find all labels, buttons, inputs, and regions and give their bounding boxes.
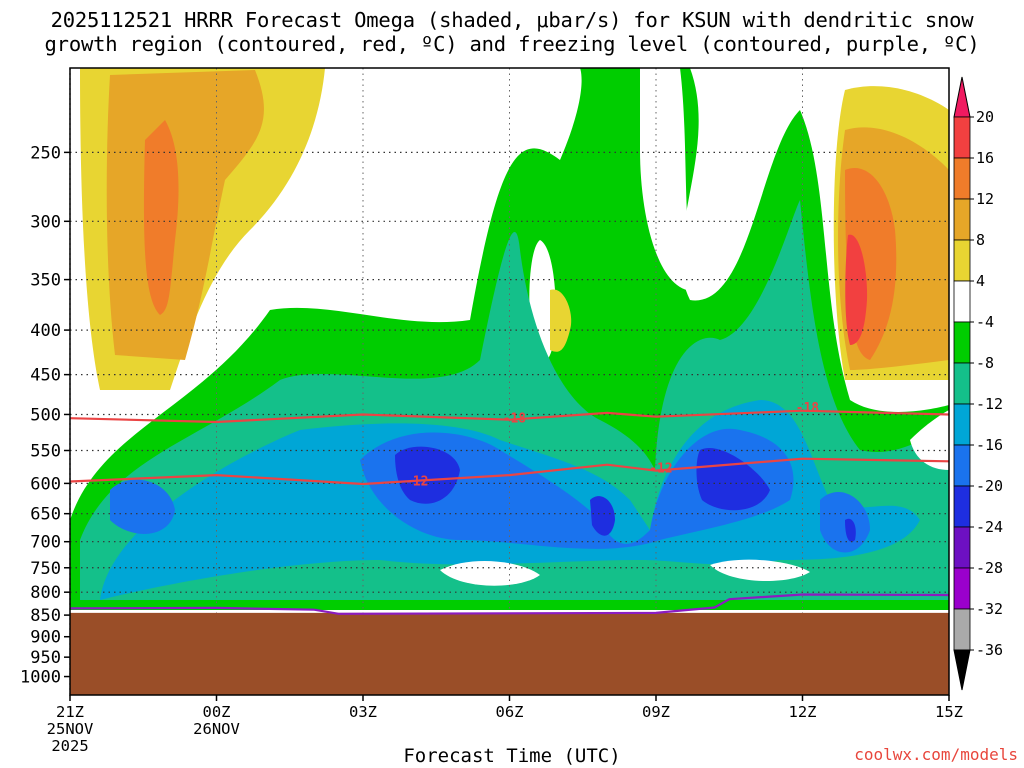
contour-line — [69, 457, 950, 486]
colorbar-label: 4 — [976, 272, 985, 290]
y-tick-label: 300 — [30, 212, 61, 232]
omega-region-neg16 — [360, 428, 794, 549]
colorbar-label: 12 — [976, 190, 994, 208]
colorbar-label: -32 — [976, 600, 1003, 618]
colorbar-label: -28 — [976, 559, 1003, 577]
y-tick-label: 850 — [30, 606, 61, 626]
omega-region-neg16 — [820, 491, 870, 553]
colorbar-swatch — [953, 116, 971, 159]
y-tick-label: 650 — [30, 505, 61, 525]
title-line-1: 2025112521 HRRR Forecast Omega (shaded, … — [50, 8, 974, 32]
colorbar-label: -24 — [976, 518, 1003, 536]
y-tick-label: 950 — [30, 648, 61, 668]
colorbar-label: 8 — [976, 231, 985, 249]
colorbar: 20 16 12 8 4 -4 -8 -12 -16 -20 -24 -28 -32 -36 — [953, 76, 1003, 691]
omega-region-white-hole — [640, 68, 700, 291]
contour-line — [69, 593, 950, 615]
x-tick-label: 15Z — [935, 703, 963, 721]
contour-line — [69, 409, 950, 424]
omega-region-pos12 — [143, 120, 179, 315]
colorbar-swatch — [953, 526, 971, 569]
y-tick-label: 450 — [30, 366, 61, 386]
colorbar-label: 16 — [976, 149, 994, 167]
x-tick-date: 25NOV — [47, 720, 94, 738]
colorbar-swatch — [953, 444, 971, 487]
omega-region-pos4 — [550, 289, 572, 352]
colorbar-label: -8 — [976, 354, 994, 372]
contour-label: -12 — [405, 474, 428, 489]
x-tick-date: 26NOV — [193, 720, 240, 738]
colorbar-top-arrow — [953, 76, 971, 118]
x-tick-label: 21Z — [56, 703, 84, 721]
omega-region-neg20 — [590, 496, 615, 536]
colorbar-swatch — [953, 198, 971, 241]
colorbar-label: -36 — [976, 641, 1003, 659]
omega-region-neg20 — [845, 518, 856, 542]
chart-title: 2025112521 HRRR Forecast Omega (shaded, … — [0, 8, 1024, 56]
x-tick-year: 2025 — [51, 737, 88, 755]
colorbar-label: -12 — [976, 395, 1003, 413]
x-axis-label: Forecast Time (UTC) — [403, 745, 621, 767]
omega-region-white-pocket — [440, 560, 540, 586]
y-tick-label: 800 — [30, 583, 61, 603]
colorbar-swatch — [953, 608, 971, 651]
colorbar-label: -4 — [976, 313, 994, 331]
contour-lines — [69, 409, 950, 615]
contour-label: -12 — [649, 462, 672, 477]
colorbar-label: -20 — [976, 477, 1003, 495]
y-tick-label: 500 — [30, 405, 61, 425]
y-tick-label: 700 — [30, 533, 61, 553]
omega-region-neg20 — [696, 448, 770, 511]
colorbar-swatch — [953, 157, 971, 200]
colorbar-swatch — [953, 567, 971, 610]
colorbar-swatch — [953, 403, 971, 446]
colorbar-swatch — [953, 362, 971, 405]
title-line-2: growth region (contoured, red, ºC) and f… — [44, 32, 980, 56]
y-tick-label: 550 — [30, 442, 61, 462]
x-tick-label: 12Z — [789, 703, 817, 721]
colorbar-label: -16 — [976, 436, 1003, 454]
y-tick-label: 400 — [30, 321, 61, 341]
y-tick-label: 250 — [30, 143, 61, 163]
colorbar-label: 20 — [976, 108, 994, 126]
colorbar-swatch — [953, 280, 971, 323]
x-tick-label: 06Z — [496, 703, 524, 721]
terrain-block — [70, 612, 949, 695]
y-tick-label: 750 — [30, 559, 61, 579]
omega-region-neg20 — [395, 446, 460, 504]
colorbar-swatch — [953, 239, 971, 282]
omega-region-neg16 — [110, 479, 175, 534]
omega-region-white-pocket — [910, 410, 949, 470]
omega-region-pos16 — [845, 234, 868, 345]
contour-labels: -18 -12 -12 -18 — [405, 401, 819, 489]
contour-label: -18 — [796, 401, 820, 416]
x-tick-label: 00Z — [203, 703, 231, 721]
colorbar-swatch — [953, 321, 971, 364]
credit-text: coolwx.com/models — [854, 745, 1018, 764]
x-tick-label: 03Z — [349, 703, 377, 721]
y-tick-label: 350 — [30, 271, 61, 291]
x-tick-label: 09Z — [642, 703, 670, 721]
y-tick-label: 600 — [30, 474, 61, 494]
colorbar-swatch — [953, 485, 971, 528]
y-axis-ticks: 2503003504004505005506006507007508008509… — [20, 143, 70, 688]
colorbar-bottom-arrow — [953, 649, 971, 691]
contour-label: -18 — [503, 412, 527, 427]
y-tick-label: 1000 — [20, 668, 61, 688]
y-tick-label: 900 — [30, 628, 61, 648]
omega-region-white-pocket — [710, 559, 810, 582]
